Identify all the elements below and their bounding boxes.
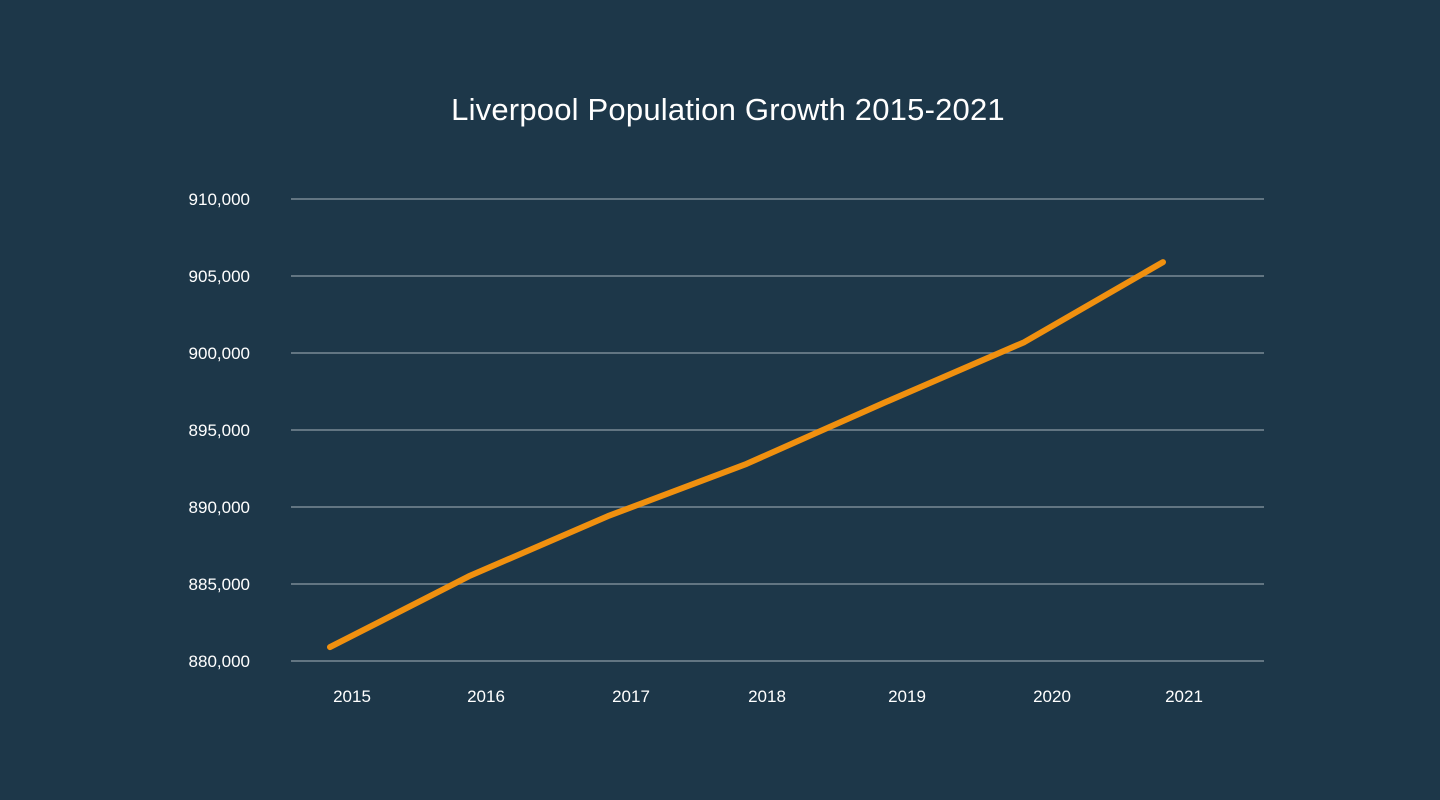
series-layer	[327, 259, 1166, 651]
y-tick-label: 890,000	[189, 498, 250, 517]
series-line	[327, 259, 1166, 651]
x-tick-label: 2016	[467, 687, 505, 706]
y-tick-label: 900,000	[189, 344, 250, 363]
x-tick-label: 2020	[1033, 687, 1071, 706]
y-tick-label: 895,000	[189, 421, 250, 440]
y-tick-label: 910,000	[189, 190, 250, 209]
chart-title: Liverpool Population Growth 2015-2021	[451, 92, 1005, 127]
y-axis-ticks: 880,000 885,000 890,000 895,000 900,000 905,0…	[189, 190, 250, 671]
y-tick-label: 880,000	[189, 652, 250, 671]
y-tick-label: 885,000	[189, 575, 250, 594]
x-axis-ticks: 2015 2016 2017 2018 2019 2020 2021	[333, 687, 1203, 706]
x-tick-label: 2021	[1165, 687, 1203, 706]
x-tick-label: 2017	[612, 687, 650, 706]
x-tick-label: 2015	[333, 687, 371, 706]
x-tick-label: 2019	[888, 687, 926, 706]
y-tick-label: 905,000	[189, 267, 250, 286]
x-tick-label: 2018	[748, 687, 786, 706]
